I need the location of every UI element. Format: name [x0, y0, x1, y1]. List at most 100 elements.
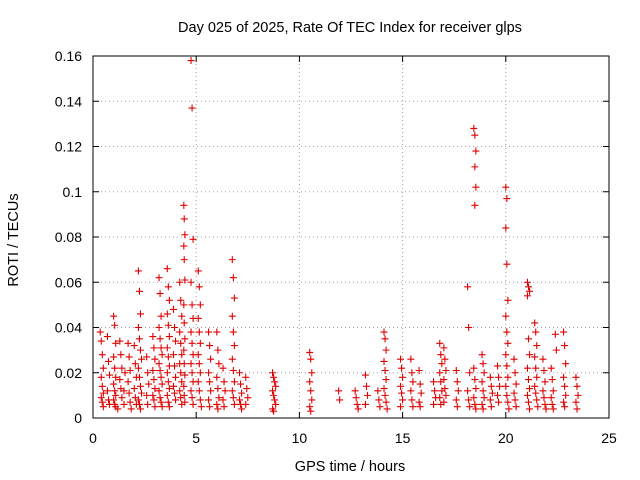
data-point [229, 274, 237, 282]
data-point [525, 283, 533, 291]
data-point [532, 364, 540, 372]
data-point [207, 355, 215, 363]
data-point [478, 378, 486, 386]
data-point [269, 387, 277, 395]
data-point [188, 301, 196, 309]
data-point [134, 364, 142, 372]
data-point [181, 231, 189, 239]
data-point [151, 385, 159, 393]
data-point [221, 387, 229, 395]
data-point [157, 373, 165, 381]
x-tick-labels: 0 5 10 15 20 25 [89, 430, 617, 446]
data-point [512, 403, 520, 411]
data-point [194, 351, 202, 359]
data-point [98, 351, 106, 359]
data-point [465, 396, 473, 404]
data-point [163, 369, 171, 377]
data-point [547, 364, 555, 372]
data-point [430, 400, 438, 408]
data-point [112, 339, 120, 347]
data-point [150, 376, 158, 384]
data-point [134, 267, 142, 275]
data-point [549, 405, 557, 413]
data-point [572, 373, 580, 381]
data-point [381, 366, 389, 374]
data-point [480, 369, 488, 377]
data-point [177, 369, 185, 377]
data-point [228, 355, 236, 363]
data-point [487, 403, 495, 411]
data-point [177, 339, 185, 347]
data-point [308, 369, 316, 377]
data-point [169, 305, 177, 313]
data-point [180, 215, 188, 223]
y-tick-label: 0.16 [55, 48, 82, 64]
data-point [126, 366, 134, 374]
data-point [104, 357, 112, 365]
data-point [381, 335, 389, 343]
data-point [436, 339, 444, 347]
data-point [269, 369, 277, 377]
data-point [187, 360, 195, 368]
data-point [151, 403, 159, 411]
data-point [124, 339, 132, 347]
data-point [228, 256, 236, 264]
data-point [525, 376, 533, 384]
data-point [176, 387, 184, 395]
data-point [151, 355, 159, 363]
data-point [230, 342, 238, 350]
data-point [270, 407, 278, 415]
data-point [163, 391, 171, 399]
data-point [354, 405, 362, 413]
data-point [471, 163, 479, 171]
data-point [189, 400, 197, 408]
data-point [135, 400, 143, 408]
data-point [206, 378, 214, 386]
data-point [219, 396, 227, 404]
data-point [472, 147, 480, 155]
data-point [398, 364, 406, 372]
data-point [157, 344, 165, 352]
data-point [187, 387, 195, 395]
data-point [145, 380, 153, 388]
data-point [496, 382, 504, 390]
data-point [453, 378, 461, 386]
data-point [99, 364, 107, 372]
data-point [180, 319, 188, 327]
data-point [486, 373, 494, 381]
y-axis-label: ROTI / TECUs [6, 193, 22, 286]
data-point [164, 321, 172, 329]
data-point [307, 407, 315, 415]
data-point [177, 394, 185, 402]
x-tick-label: 20 [498, 430, 514, 446]
data-point [181, 371, 189, 379]
data-point [215, 394, 223, 402]
data-point [453, 403, 461, 411]
data-point [188, 369, 196, 377]
data-point [206, 403, 214, 411]
data-point [374, 387, 382, 395]
data-point [213, 400, 221, 408]
data-point [487, 382, 495, 390]
data-point [541, 400, 549, 408]
data-point [502, 351, 510, 359]
data-point [574, 391, 582, 399]
data-point [213, 328, 221, 336]
data-point [220, 378, 228, 386]
data-point [417, 389, 425, 397]
data-point [149, 391, 157, 399]
data-point [526, 351, 534, 359]
data-point [187, 278, 195, 286]
data-point [526, 287, 534, 295]
data-point [495, 398, 503, 406]
data-point [531, 319, 539, 327]
data-point [306, 378, 314, 386]
data-point [125, 389, 133, 397]
data-point [539, 387, 547, 395]
data-point [156, 335, 164, 343]
data-point [180, 256, 188, 264]
data-point [472, 405, 480, 413]
data-point [165, 333, 173, 341]
data-point [112, 391, 120, 399]
